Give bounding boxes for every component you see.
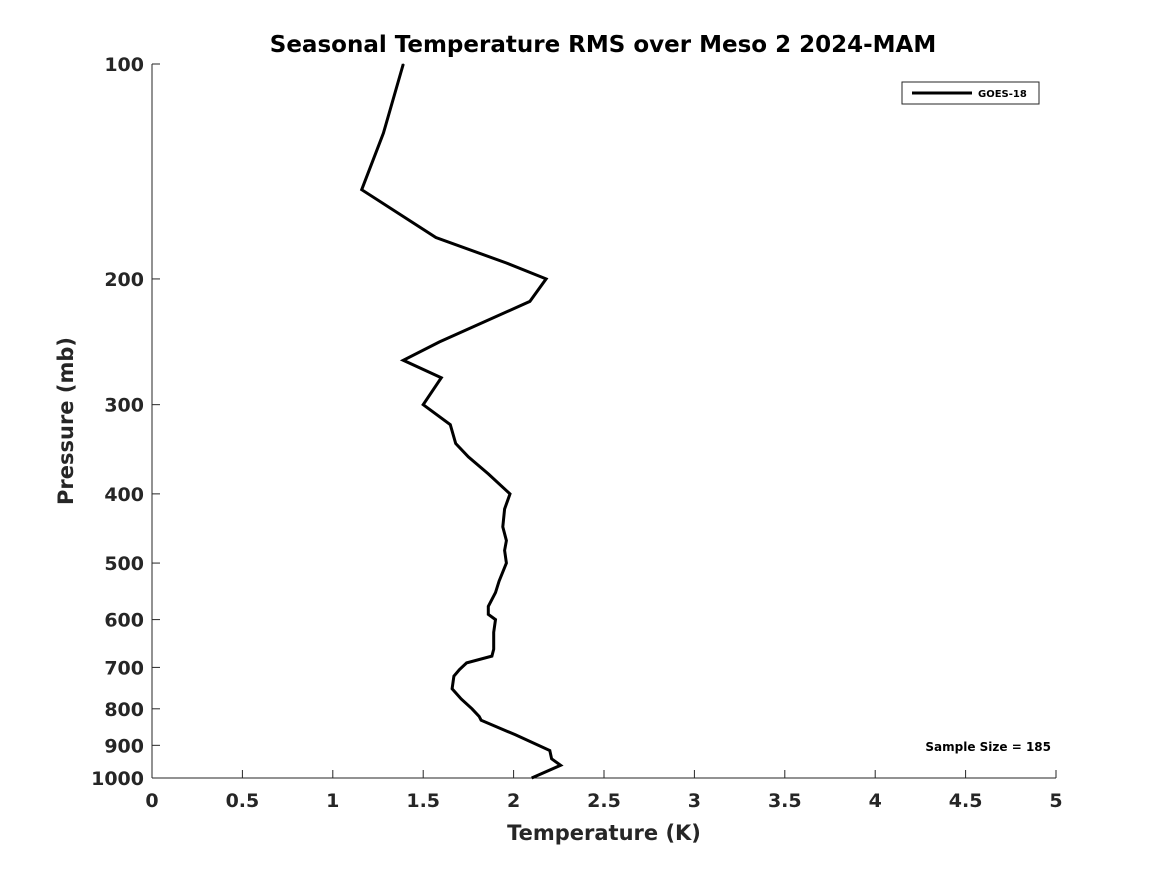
plot-area — [151, 64, 1056, 779]
series-point — [514, 734, 516, 736]
series-point — [491, 655, 493, 657]
x-tick-label: 1 — [326, 790, 339, 812]
series-point — [440, 377, 442, 379]
x-tick-label: 4 — [869, 790, 882, 812]
series-point — [466, 662, 468, 664]
series-point — [480, 719, 482, 721]
y-tick-label: 300 — [104, 395, 144, 417]
y-tick-label: 900 — [104, 735, 144, 757]
series-point — [560, 764, 562, 766]
series-point — [495, 592, 497, 594]
series-point — [531, 777, 533, 779]
series-point — [487, 613, 489, 615]
series-point — [438, 341, 440, 343]
x-tick-label: 3 — [688, 790, 701, 812]
y-tick-label: 700 — [104, 657, 144, 679]
series-point — [498, 580, 500, 582]
legend-label: GOES-18 — [978, 89, 1027, 100]
y-tick-label: 500 — [104, 553, 144, 575]
sample-size-annotation: Sample Size = 185 — [925, 740, 1051, 754]
series-point — [529, 300, 531, 302]
y-tick-label: 800 — [104, 699, 144, 721]
chart-title: Seasonal Temperature RMS over Meso 2 202… — [270, 32, 936, 58]
x-tick-label: 3.5 — [768, 790, 802, 812]
y-tick-label: 400 — [104, 484, 144, 506]
y-tick-label: 100 — [104, 54, 144, 76]
series-point — [487, 605, 489, 607]
y-axis-ticks: 100 200 300 400 500 600 700 800 900 1000 — [91, 54, 160, 790]
series-point — [495, 619, 497, 621]
x-tick-label: 0.5 — [226, 790, 260, 812]
series-point — [451, 688, 453, 690]
series-point — [382, 132, 384, 134]
series-point — [460, 698, 462, 700]
x-tick-label: 5 — [1049, 790, 1062, 812]
series-point — [361, 189, 363, 191]
x-tick-label: 4.5 — [949, 790, 983, 812]
series-point — [549, 749, 551, 751]
series-point — [467, 456, 469, 458]
y-tick-label: 1000 — [91, 768, 144, 790]
series-line-goes-18 — [359, 63, 564, 780]
series-point — [478, 715, 480, 717]
series-point — [504, 508, 506, 510]
series-point — [493, 631, 495, 633]
series-point — [471, 708, 473, 710]
series-point — [453, 675, 455, 677]
y-tick-label: 600 — [104, 610, 144, 632]
series-point — [502, 526, 504, 528]
series-point — [505, 562, 507, 564]
series-point — [545, 278, 547, 280]
y-tick-label: 200 — [104, 269, 144, 291]
series-point — [551, 758, 553, 760]
x-axis-ticks: 0 0.5 1 1.5 2 2.5 3 3.5 4 4.5 5 — [145, 770, 1063, 812]
series-point — [509, 493, 511, 495]
series-point — [422, 404, 424, 406]
series-point — [449, 424, 451, 426]
series-point — [455, 442, 457, 444]
series-point — [435, 237, 437, 239]
x-tick-label: 1.5 — [406, 790, 440, 812]
series-point — [505, 262, 507, 264]
series-point — [504, 549, 506, 551]
series-point — [505, 540, 507, 542]
x-tick-label: 2.5 — [587, 790, 621, 812]
y-axis-label: Pressure (mb) — [54, 337, 78, 505]
series-point — [493, 648, 495, 650]
series-point — [487, 473, 489, 475]
series-group — [359, 63, 564, 780]
x-axis-label: Temperature (K) — [507, 821, 701, 845]
x-tick-label: 0 — [145, 790, 158, 812]
legend: GOES-18 — [901, 81, 1040, 105]
series-point — [458, 669, 460, 671]
series-point — [402, 63, 404, 65]
series-point — [402, 359, 404, 361]
x-tick-label: 2 — [507, 790, 520, 812]
